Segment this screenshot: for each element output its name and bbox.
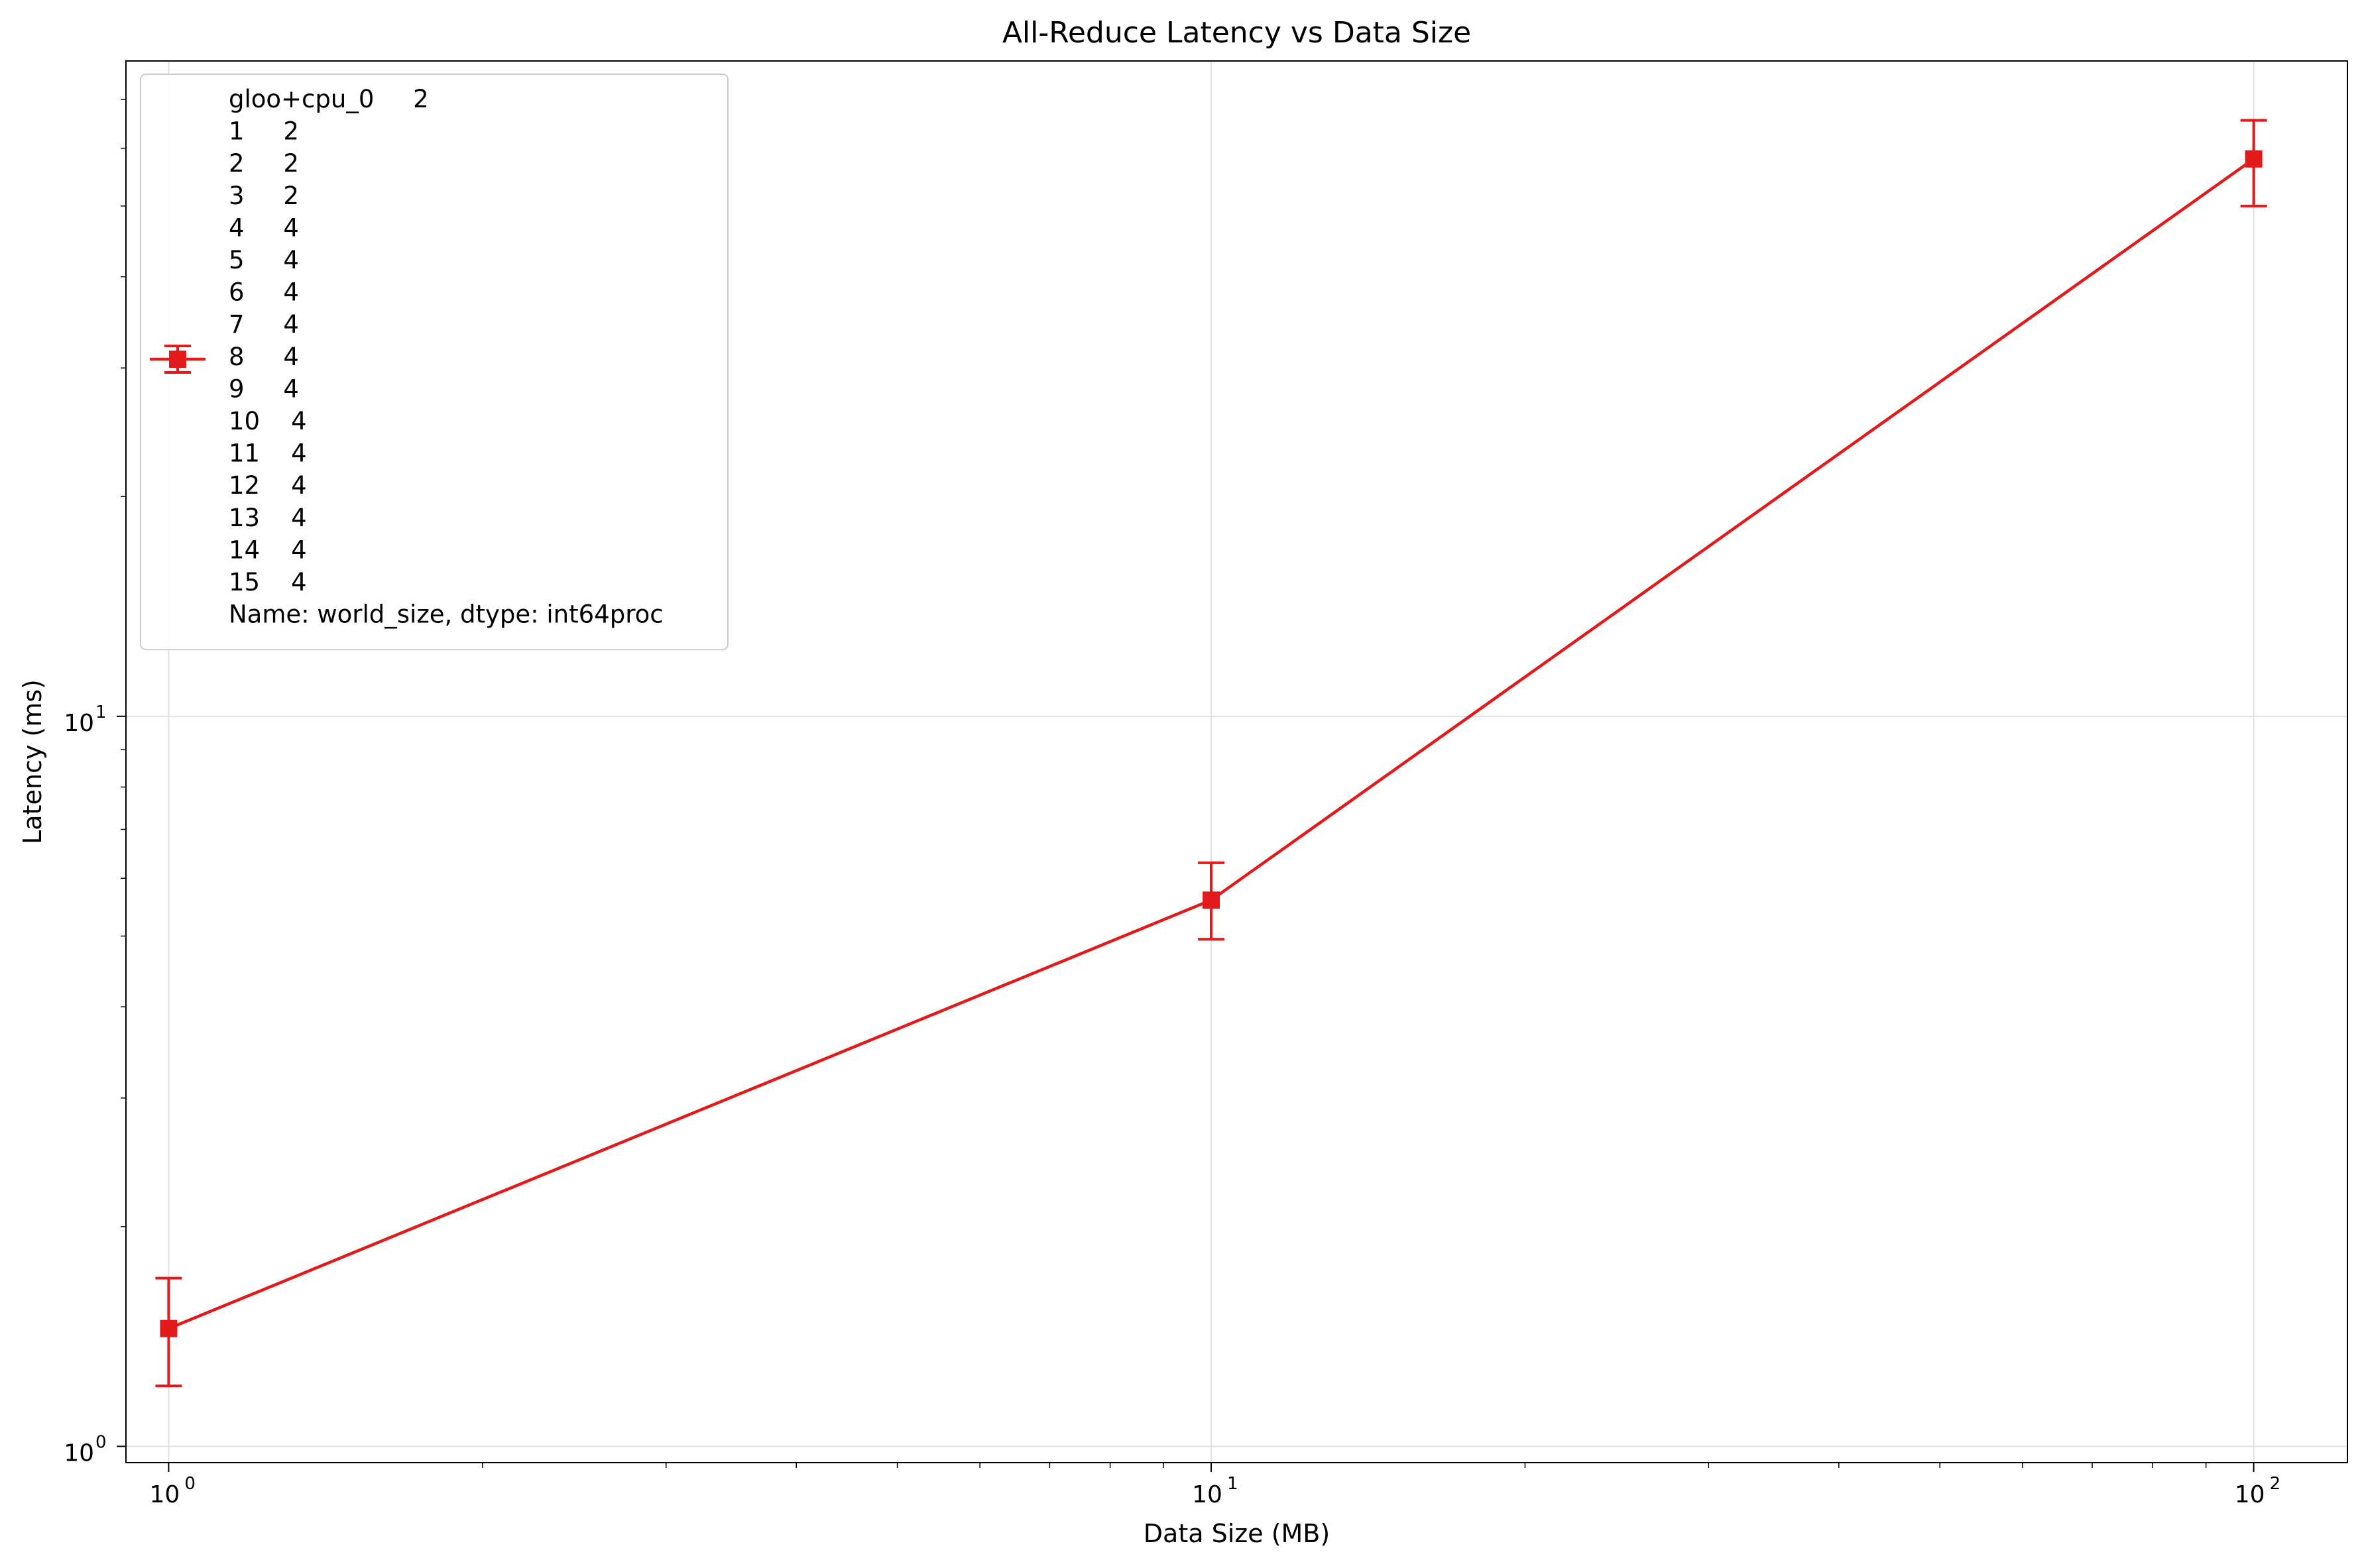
legend-line-12: 12 4 xyxy=(229,471,307,500)
legend-line-8: 8 4 xyxy=(229,343,299,371)
x-tick-exponent-1: 1 xyxy=(1227,1474,1238,1494)
legend-line-5: 5 4 xyxy=(229,246,299,274)
legend-handle-marker xyxy=(169,351,186,368)
legend-line-14: 14 4 xyxy=(229,535,307,564)
data-point-2 xyxy=(2245,150,2263,168)
x-tick-exponent-2: 2 xyxy=(2270,1474,2281,1494)
y-tick-exponent-1: 1 xyxy=(95,702,107,722)
legend-line-7: 7 4 xyxy=(229,310,299,339)
x-tick-label-2: 10 xyxy=(2235,1481,2265,1508)
legend-line-11: 11 4 xyxy=(229,439,307,468)
legend-line-16: Name: world_size, dtype: int64proc xyxy=(229,600,664,629)
data-point-1 xyxy=(1203,891,1220,909)
x-tick-exponent-0: 0 xyxy=(184,1474,196,1494)
x-tick-label-1: 10 xyxy=(1192,1481,1222,1508)
legend-line-1: 1 2 xyxy=(229,117,299,146)
x-tick-label-0: 10 xyxy=(150,1481,180,1508)
y-tick-exponent-0: 0 xyxy=(95,1432,107,1452)
axis-ticks: 10 0 10 1 10 210 010 1 xyxy=(64,99,2280,1508)
legend-line-9: 9 4 xyxy=(229,374,299,403)
legend-line-13: 13 4 xyxy=(229,504,307,532)
plot-frame xyxy=(125,60,2348,1463)
data-point-0 xyxy=(160,1319,178,1337)
x-axis-label: Data Size (MB) xyxy=(1144,1519,1330,1548)
legend-box xyxy=(140,74,729,651)
legend: gloo+cpu_0 2 1 2 2 2 3 2 4 4 5 4 6 4 7 4 8 4 9 4 1… xyxy=(140,74,729,651)
legend-line-6: 6 4 xyxy=(229,278,299,307)
legend-line-3: 3 2 xyxy=(229,182,299,210)
legend-line-2: 2 2 xyxy=(229,149,299,178)
series-layer xyxy=(155,119,2267,1388)
legend-line-10: 10 4 xyxy=(229,407,307,435)
y-tick-label-0: 10 xyxy=(64,1439,94,1467)
legend-line-4: 4 4 xyxy=(229,213,299,242)
y-axis-label: Latency (ms) xyxy=(18,679,47,844)
legend-line-15: 15 4 xyxy=(229,568,307,596)
legend-line-0: gloo+cpu_0 2 xyxy=(229,85,429,113)
chart-title: All-Reduce Latency vs Data Size xyxy=(1002,16,1471,50)
y-tick-label-1: 10 xyxy=(64,710,94,737)
